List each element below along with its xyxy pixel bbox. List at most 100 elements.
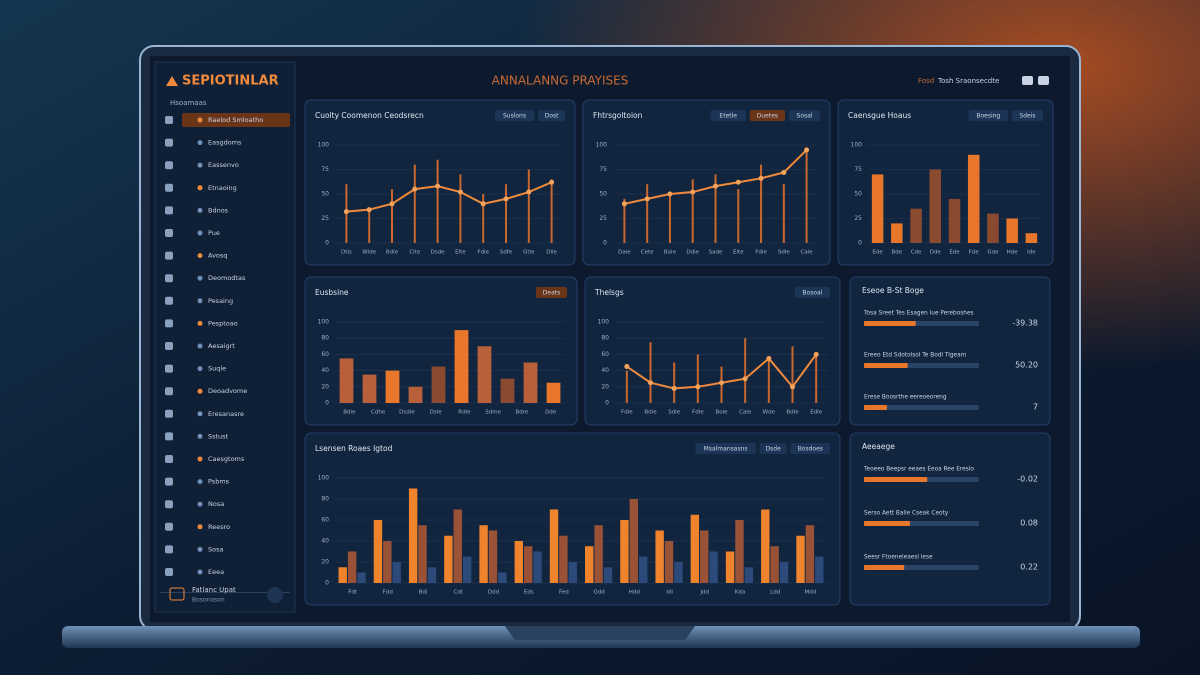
bar <box>649 342 652 403</box>
nav-dot <box>197 207 203 213</box>
top-link[interactable]: Tosh Sraonsecdte <box>937 77 999 85</box>
tab-label[interactable]: Sosal <box>797 113 813 120</box>
list-label: Teoeeo Beepsr eeaes Eeoa Ree Ereslo <box>863 467 974 473</box>
footer-button[interactable] <box>267 587 283 603</box>
nav-item[interactable]: Psbms <box>208 478 230 486</box>
icon-button[interactable] <box>1038 76 1049 85</box>
line-point <box>644 196 650 202</box>
tab[interactable] <box>710 110 746 121</box>
nav-item[interactable]: Eeea <box>208 568 224 576</box>
top-link[interactable]: Fosd <box>918 77 934 85</box>
x-tick-label: Fed <box>559 590 569 596</box>
nav-item[interactable]: Eresanasre <box>208 410 244 418</box>
bar <box>477 346 492 403</box>
x-tick-label: Elte <box>733 250 744 256</box>
tab-label[interactable]: Deats <box>543 290 560 297</box>
bar <box>392 562 401 583</box>
tab[interactable] <box>1012 110 1043 121</box>
nav-item[interactable]: Caesgtoms <box>208 455 245 463</box>
line-point <box>624 364 630 370</box>
bar <box>673 362 676 403</box>
x-tick-label: Ddie <box>686 250 699 256</box>
nav-item[interactable]: Pesaing <box>208 297 233 305</box>
x-tick-label: Sdme <box>485 410 501 416</box>
line-point <box>480 201 486 207</box>
x-tick-label: Ede <box>949 250 960 256</box>
footer-name: Fatlanc Upat <box>192 586 236 594</box>
nav-icon <box>165 387 173 396</box>
nav-item[interactable]: Pesptoao <box>208 319 238 327</box>
line-point <box>671 385 677 391</box>
nav-item[interactable]: Nosa <box>208 500 224 508</box>
nav-item[interactable]: Eassenvo <box>208 161 239 169</box>
nav-item[interactable]: Deoadvome <box>208 387 247 395</box>
nav-dot <box>197 253 203 259</box>
tab[interactable] <box>968 110 1008 121</box>
nav-icon <box>165 477 173 486</box>
tab[interactable] <box>536 287 567 298</box>
tab[interactable] <box>790 443 830 454</box>
tab[interactable] <box>538 110 565 121</box>
tab[interactable] <box>759 443 787 454</box>
nav-item[interactable]: Suqle <box>208 365 226 373</box>
nav-item[interactable]: Aesaigrt <box>208 342 235 350</box>
tab[interactable] <box>789 110 820 121</box>
sidebar-header: Hsoamaas <box>170 99 207 107</box>
list-label: Seesr Ftoeneleaesl lese <box>864 555 933 561</box>
nav-dot <box>197 501 203 507</box>
tab-label[interactable]: Suslons <box>503 113 526 120</box>
bar <box>514 541 523 583</box>
nav-item[interactable]: Etnaoing <box>208 184 237 192</box>
y-tick-label: 100 <box>596 142 608 149</box>
nav-item[interactable]: Sstust <box>208 432 229 440</box>
y-tick-label: 25 <box>599 215 607 222</box>
tab-label[interactable]: Dsde <box>766 446 782 453</box>
y-tick-label: 25 <box>321 215 329 222</box>
bar <box>549 509 559 583</box>
x-tick-label: Elte <box>455 250 466 256</box>
nav-item[interactable]: Reesro <box>208 523 230 531</box>
nav-icon <box>165 206 173 215</box>
x-tick-label: Clte <box>409 250 421 256</box>
list-label: Serso Aett Balle Cseak Ceoty <box>864 511 949 517</box>
tab-label[interactable]: Duetes <box>757 113 778 120</box>
tab-label[interactable]: Dost <box>545 113 559 120</box>
icon-button[interactable] <box>1022 76 1033 85</box>
tab-label[interactable]: Sdeis <box>1019 113 1035 120</box>
nav-item[interactable]: Pue <box>208 229 220 237</box>
nav-icon <box>165 455 173 463</box>
y-tick-label: 0 <box>603 240 607 247</box>
x-tick-label: Bale <box>664 250 677 256</box>
bar <box>500 378 515 403</box>
bar <box>815 354 818 403</box>
x-tick-label: Hdd <box>629 590 640 596</box>
tab-label[interactable]: Bosoal <box>802 290 822 297</box>
tab-label[interactable]: Bosdoes <box>798 446 823 453</box>
bar <box>444 535 453 583</box>
nav-item[interactable]: Avosq <box>208 252 227 260</box>
nav-item[interactable]: Raelod Smloatho <box>208 116 263 124</box>
tab-label[interactable]: Msalmansasns <box>704 446 748 453</box>
nav-item[interactable]: Deomodtas <box>208 274 246 282</box>
nav-dot <box>197 569 203 575</box>
line-point <box>648 380 653 386</box>
nav-item[interactable]: Bdnos <box>208 206 229 214</box>
progress-fill <box>864 477 928 482</box>
bar <box>696 354 699 403</box>
line-point <box>503 196 509 202</box>
y-tick-label: 0 <box>605 400 609 407</box>
line-point <box>804 147 810 153</box>
tab[interactable] <box>794 287 830 298</box>
line <box>346 181 552 213</box>
bar <box>871 174 884 243</box>
tab[interactable] <box>695 443 756 454</box>
tab-label[interactable]: Etetle <box>719 113 737 120</box>
nav-item[interactable]: Easgdoms <box>208 139 242 147</box>
tab-label[interactable]: Boesing <box>976 113 1000 120</box>
tab[interactable] <box>749 110 785 121</box>
y-tick-label: 0 <box>325 580 329 587</box>
nav-item[interactable]: Sosa <box>208 545 223 553</box>
x-tick-label: Ddd <box>488 590 499 596</box>
x-tick-label: Cale <box>801 250 814 256</box>
tab[interactable] <box>494 110 535 121</box>
